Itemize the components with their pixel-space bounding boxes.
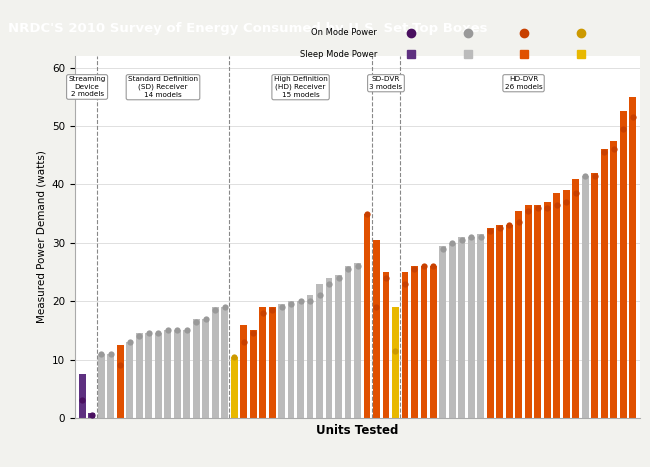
Bar bbox=[335, 275, 342, 418]
Bar bbox=[136, 333, 143, 418]
Bar bbox=[601, 149, 608, 418]
Bar bbox=[316, 283, 323, 418]
Bar bbox=[563, 191, 569, 418]
Bar bbox=[478, 234, 484, 418]
Bar bbox=[383, 272, 389, 418]
Bar bbox=[411, 266, 418, 418]
Bar bbox=[326, 278, 332, 418]
Bar bbox=[183, 331, 190, 418]
Bar bbox=[487, 228, 494, 418]
Text: NRDC'S 2010 Survey of Energy Consumed by U.S. Set-Top Boxes: NRDC'S 2010 Survey of Energy Consumed by… bbox=[8, 22, 488, 35]
Bar bbox=[174, 331, 181, 418]
Text: SD-DVR
3 models: SD-DVR 3 models bbox=[369, 77, 402, 90]
Bar bbox=[221, 307, 228, 418]
Bar bbox=[107, 354, 114, 418]
Bar bbox=[553, 193, 560, 418]
Bar bbox=[231, 357, 237, 418]
Bar bbox=[164, 331, 171, 418]
Text: Sleep Mode Power: Sleep Mode Power bbox=[300, 50, 377, 59]
Bar bbox=[250, 331, 257, 418]
Bar bbox=[497, 226, 503, 418]
Bar bbox=[79, 374, 86, 418]
Text: High Definition
(HD) Receiver
15 models: High Definition (HD) Receiver 15 models bbox=[274, 77, 328, 98]
Bar bbox=[363, 214, 370, 418]
Bar bbox=[515, 211, 522, 418]
Bar bbox=[373, 240, 380, 418]
Bar bbox=[592, 173, 598, 418]
Text: HD-DVR
26 models: HD-DVR 26 models bbox=[504, 77, 542, 90]
Bar bbox=[268, 307, 276, 418]
Bar bbox=[212, 307, 218, 418]
Bar bbox=[458, 237, 465, 418]
Bar bbox=[610, 141, 617, 418]
Bar bbox=[146, 333, 152, 418]
Bar bbox=[126, 342, 133, 418]
Bar bbox=[278, 304, 285, 418]
Bar bbox=[439, 246, 447, 418]
Bar bbox=[344, 266, 352, 418]
X-axis label: Units Tested: Units Tested bbox=[317, 424, 398, 437]
Bar bbox=[534, 205, 541, 418]
Bar bbox=[202, 319, 209, 418]
Bar bbox=[155, 333, 162, 418]
Bar bbox=[421, 266, 427, 418]
Bar bbox=[572, 179, 579, 418]
Bar bbox=[525, 205, 532, 418]
Bar bbox=[629, 97, 636, 418]
Text: Standard Definition
(SD) Receiver
14 models: Standard Definition (SD) Receiver 14 mod… bbox=[128, 77, 198, 98]
Bar bbox=[98, 354, 105, 418]
Bar bbox=[582, 176, 589, 418]
Text: On Mode Power: On Mode Power bbox=[311, 28, 377, 37]
Bar bbox=[297, 301, 304, 418]
Bar bbox=[354, 263, 361, 418]
Bar bbox=[430, 266, 437, 418]
Bar bbox=[240, 325, 247, 418]
Bar bbox=[88, 413, 96, 418]
Bar bbox=[544, 202, 551, 418]
Bar bbox=[193, 319, 200, 418]
Bar bbox=[402, 272, 408, 418]
Bar bbox=[117, 345, 124, 418]
Bar bbox=[506, 226, 513, 418]
Bar bbox=[307, 295, 313, 418]
Bar bbox=[468, 237, 474, 418]
Bar bbox=[449, 243, 456, 418]
Bar bbox=[619, 112, 627, 418]
Text: Streaming
Device
2 models: Streaming Device 2 models bbox=[68, 77, 106, 98]
Bar bbox=[288, 301, 294, 418]
Y-axis label: Measured Power Demand (watts): Measured Power Demand (watts) bbox=[36, 150, 46, 324]
Bar bbox=[259, 307, 266, 418]
Bar bbox=[392, 307, 399, 418]
